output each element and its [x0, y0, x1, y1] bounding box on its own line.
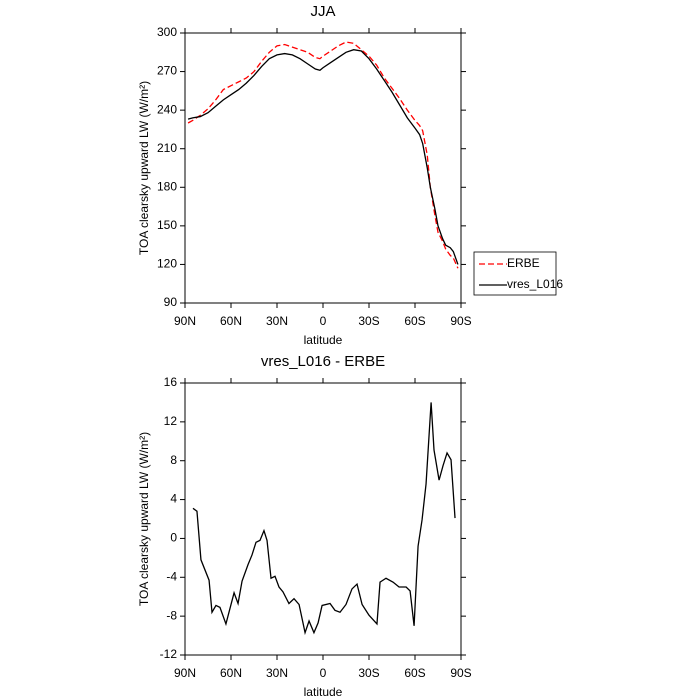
y-tick-label: -12 — [160, 647, 178, 661]
y-tick-label: 120 — [157, 257, 177, 271]
y-tick-label: 300 — [157, 25, 177, 39]
x-tick-label: 60S — [404, 314, 425, 328]
x-tick-label: 90N — [174, 314, 196, 328]
plot-frame — [184, 382, 462, 656]
y-tick-label: 270 — [157, 64, 177, 78]
y-tick-label: 90 — [164, 295, 178, 309]
x-tick-label: 30S — [358, 666, 379, 680]
legend-label: vres_L016 — [507, 277, 563, 291]
y-axis-label: TOA clearsky upward LW (W/m²) — [137, 81, 151, 255]
chart-title: vres_L016 - ERBE — [261, 353, 385, 370]
chart-title: JJA — [310, 3, 335, 20]
data-line — [187, 49, 459, 265]
plot-frame — [184, 32, 462, 304]
x-tick-label: 60S — [404, 666, 425, 680]
data-line — [192, 402, 456, 636]
legend-box — [473, 251, 557, 296]
y-tick-label: 210 — [157, 141, 177, 155]
x-tick-label: 60N — [220, 314, 242, 328]
x-axis-label: latitude — [304, 685, 343, 699]
y-tick-label: 240 — [157, 102, 177, 116]
y-tick-label: 12 — [164, 414, 178, 428]
x-tick-label: 0 — [320, 314, 327, 328]
x-tick-label: 90S — [450, 314, 471, 328]
x-tick-label: 30S — [358, 314, 379, 328]
y-tick-label: 16 — [164, 375, 178, 389]
legend-label: ERBE — [507, 256, 540, 270]
y-tick-label: -4 — [166, 569, 177, 583]
y-tick-label: 4 — [170, 492, 177, 506]
y-axis-label: TOA clearsky upward LW (W/m²) — [137, 432, 151, 606]
y-tick-label: 150 — [157, 218, 177, 232]
x-tick-label: 60N — [220, 666, 242, 680]
y-tick-label: -8 — [166, 608, 177, 622]
y-tick-label: 180 — [157, 179, 177, 193]
x-tick-label: 90S — [450, 666, 471, 680]
x-tick-label: 90N — [174, 666, 196, 680]
y-tick-label: 0 — [170, 531, 177, 545]
x-tick-label: 30N — [266, 314, 288, 328]
x-axis-label: latitude — [304, 333, 343, 347]
y-tick-label: 8 — [170, 453, 177, 467]
data-line — [187, 41, 459, 269]
x-tick-label: 0 — [320, 666, 327, 680]
x-tick-label: 30N — [266, 666, 288, 680]
